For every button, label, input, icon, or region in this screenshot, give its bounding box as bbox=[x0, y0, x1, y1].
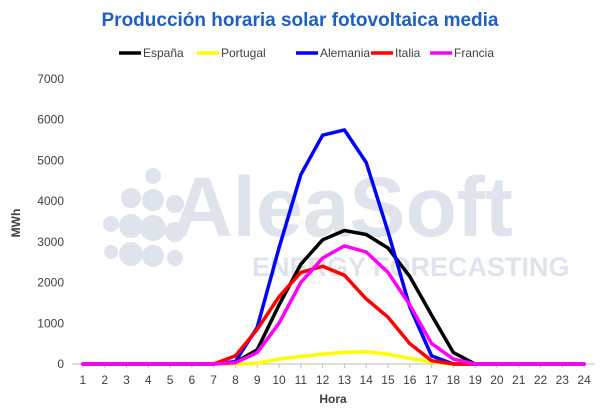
x-tick-label: 12 bbox=[316, 373, 330, 387]
legend-item: Francia bbox=[430, 46, 494, 60]
x-tick-label: 21 bbox=[512, 373, 526, 387]
x-tick-label: 5 bbox=[167, 373, 174, 387]
watermark-brand: AleaSoft bbox=[172, 160, 513, 254]
watermark-logo: AleaSoft ENERGY FORECASTING bbox=[103, 160, 570, 282]
watermark-dot bbox=[142, 189, 164, 211]
y-tick-label: 3000 bbox=[37, 235, 64, 249]
watermark-dot bbox=[103, 216, 119, 232]
y-tick-label: 7000 bbox=[37, 72, 64, 86]
watermark-dot bbox=[119, 242, 143, 266]
x-tick-label: 23 bbox=[556, 373, 570, 387]
x-tick-label: 6 bbox=[189, 373, 196, 387]
watermark-dot bbox=[166, 195, 184, 213]
x-tick-label: 22 bbox=[534, 373, 548, 387]
watermark-dot bbox=[121, 188, 141, 208]
series-lines bbox=[81, 128, 586, 366]
x-tick-label: 7 bbox=[210, 373, 217, 387]
watermark-dot bbox=[119, 214, 143, 238]
legend-label: Portugal bbox=[221, 46, 266, 60]
x-axis-label: Hora bbox=[319, 392, 347, 406]
legend-label: España bbox=[143, 46, 184, 60]
series-line bbox=[81, 350, 586, 366]
x-tick-label: 8 bbox=[232, 373, 239, 387]
x-tick-label: 14 bbox=[360, 373, 374, 387]
y-tick-label: 2000 bbox=[37, 276, 64, 290]
x-tick-label: 10 bbox=[272, 373, 286, 387]
legend-item: Italia bbox=[371, 46, 421, 60]
x-tick-label: 2 bbox=[101, 373, 108, 387]
y-tick-label: 5000 bbox=[37, 153, 64, 167]
x-tick-label: 3 bbox=[123, 373, 130, 387]
y-tick-label: 1000 bbox=[37, 316, 64, 330]
series-line bbox=[81, 244, 586, 366]
x-tick-label: 20 bbox=[490, 373, 504, 387]
x-tick-label: 4 bbox=[145, 373, 152, 387]
legend: España Portugal Alemania Italia Francia bbox=[119, 46, 494, 60]
y-tick-label: 0 bbox=[57, 357, 64, 371]
legend-label: Italia bbox=[395, 46, 421, 60]
y-tick-label: 6000 bbox=[37, 113, 64, 127]
x-tick-label: 13 bbox=[338, 373, 352, 387]
chart-title: Producción horaria solar fotovoltaica me… bbox=[102, 10, 499, 31]
legend-label: Alemania bbox=[320, 46, 370, 60]
watermark-dot bbox=[104, 245, 118, 259]
x-tick-label: 24 bbox=[577, 373, 591, 387]
watermark-dot bbox=[140, 215, 166, 241]
x-tick-label: 11 bbox=[295, 373, 308, 387]
legend-item: España bbox=[119, 46, 184, 60]
legend-item: Alemania bbox=[296, 46, 370, 60]
watermark-dot bbox=[145, 168, 161, 184]
watermark-dot bbox=[142, 245, 164, 267]
x-tick-label: 9 bbox=[254, 373, 261, 387]
x-tick-label: 1 bbox=[80, 373, 87, 387]
x-tick-label: 19 bbox=[468, 373, 482, 387]
legend-label: Francia bbox=[454, 46, 494, 60]
x-tick-label: 15 bbox=[381, 373, 395, 387]
x-tick-label: 16 bbox=[403, 373, 417, 387]
y-axis-label: MWh bbox=[9, 209, 23, 238]
watermark-dots-icon bbox=[103, 168, 185, 267]
watermark-dot bbox=[165, 222, 185, 242]
x-tick-label: 17 bbox=[425, 373, 439, 387]
x-tick-label: 18 bbox=[447, 373, 461, 387]
legend-item: Portugal bbox=[197, 46, 266, 60]
watermark-dot bbox=[167, 250, 183, 266]
y-tick-label: 4000 bbox=[37, 194, 64, 208]
